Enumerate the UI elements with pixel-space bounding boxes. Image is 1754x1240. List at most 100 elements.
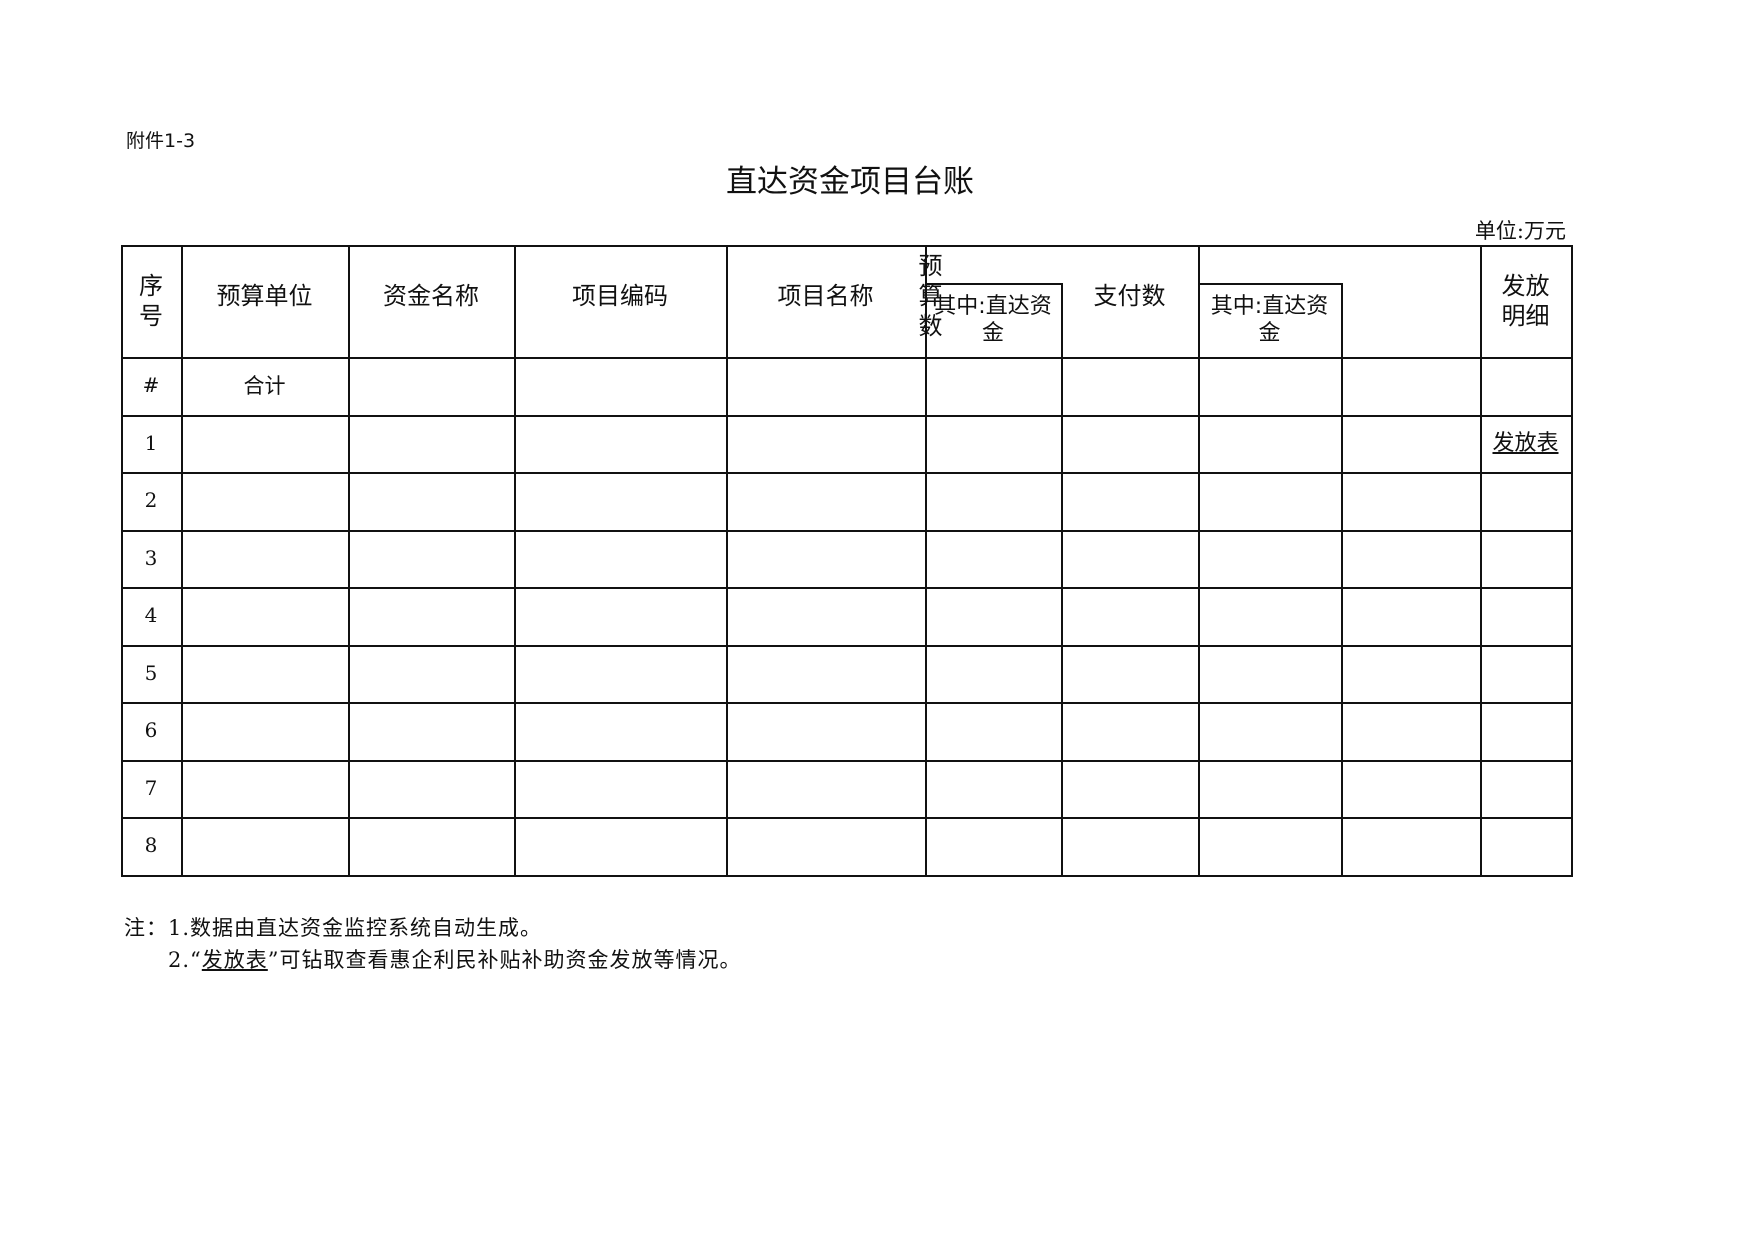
- table-cell: [1198, 760, 1341, 818]
- column-border: [514, 245, 516, 877]
- table-cell: [1341, 472, 1480, 530]
- table-cell: [1341, 415, 1480, 473]
- column-border: [121, 245, 123, 877]
- note-1-text: 1.数据由直达资金监控系统自动生成。: [168, 916, 543, 940]
- table-cell: [181, 760, 348, 818]
- table-cell: [181, 817, 348, 875]
- table-cell: [1061, 587, 1198, 645]
- table-cell: [1480, 472, 1571, 530]
- row-border: [121, 874, 1571, 877]
- table-cell: [348, 587, 514, 645]
- unit-label: 单位:万元: [1474, 219, 1566, 243]
- table-cell: [181, 587, 348, 645]
- table-cell: [181, 472, 348, 530]
- note-prefix: 注：: [124, 916, 168, 940]
- header-release-detail: 发放明细: [1501, 272, 1550, 330]
- table-cell: [1480, 702, 1571, 760]
- table-cell: [514, 530, 726, 588]
- header-project-code: 项目编码: [572, 282, 668, 310]
- table-cell: [348, 530, 514, 588]
- column-border: [925, 245, 927, 877]
- row-border: [121, 817, 1571, 819]
- table-cell: [1198, 817, 1341, 875]
- table-cell: [1198, 472, 1341, 530]
- table-cell: [348, 645, 514, 703]
- table-cell: [1341, 760, 1480, 818]
- table-cell: [1198, 645, 1341, 703]
- column-border: [181, 245, 183, 877]
- table-cell: [348, 415, 514, 473]
- row-border: [121, 472, 1571, 474]
- sub-header-border: [1198, 283, 1342, 285]
- table-cell: [1061, 760, 1198, 818]
- table-cell: [925, 760, 1061, 818]
- table-cell: [348, 472, 514, 530]
- column-border: [348, 245, 350, 877]
- table-cell: [1198, 587, 1341, 645]
- table-cell: [925, 702, 1061, 760]
- table-cell: [514, 817, 726, 875]
- note-2-text: ”可钻取查看惠企利民补贴补助资金发放等情况。: [267, 948, 742, 972]
- release-table-link-text: 发放表: [201, 948, 268, 972]
- table-cell: [1341, 702, 1480, 760]
- column-border: [1061, 283, 1063, 877]
- header-fund-name: 资金名称: [383, 282, 479, 310]
- column-border: [726, 245, 728, 877]
- table-cell: [514, 702, 726, 760]
- column-border: [1198, 245, 1200, 877]
- release-table-link[interactable]: 发放表: [1492, 430, 1559, 456]
- table-cell: [726, 817, 925, 875]
- header-seq: 序号: [139, 272, 163, 330]
- table-cell: [925, 587, 1061, 645]
- note-2-num: 2.: [168, 948, 191, 972]
- row-border: [121, 644, 1571, 647]
- sub-header-border: [925, 283, 1062, 285]
- table-cell: [181, 530, 348, 588]
- table-cell: [514, 472, 726, 530]
- table-cell: [726, 472, 925, 530]
- table-cell: [514, 645, 726, 703]
- table-cell: [726, 530, 925, 588]
- table-cell: [348, 760, 514, 818]
- table-cell: [1061, 817, 1198, 875]
- table-cell: [925, 645, 1061, 703]
- table-cell: [348, 817, 514, 875]
- table-top-border: [121, 245, 1571, 247]
- header-project-name: 项目名称: [777, 282, 874, 310]
- column-border: [1480, 245, 1482, 877]
- table-cell: [514, 760, 726, 818]
- table-cell: [1341, 817, 1480, 875]
- table-cell: [1341, 530, 1480, 588]
- table-cell: [1198, 530, 1341, 588]
- row-seq: 3: [144, 545, 158, 570]
- table-cell: [1341, 645, 1480, 703]
- quote-open: “: [190, 948, 202, 972]
- total-row-label: 合计: [243, 373, 286, 398]
- table-cell: [181, 415, 348, 473]
- note-1: 注：1.数据由直达资金监控系统自动生成。: [124, 912, 542, 942]
- table-cell: [925, 415, 1061, 473]
- table-cell: [1480, 760, 1571, 818]
- table-cell: [1480, 587, 1571, 645]
- table-cell: [1061, 415, 1198, 473]
- table-cell: [1198, 702, 1341, 760]
- table-cell: [1198, 415, 1341, 473]
- table-cell: [348, 702, 514, 760]
- note-2: 注：2.“发放表”可钻取查看惠企利民补贴补助资金发放等情况。: [124, 944, 742, 974]
- table-cell: [1480, 530, 1571, 588]
- table-cell: [514, 415, 726, 473]
- header-budget-direct: 其中:直达资金: [934, 293, 1052, 347]
- table-cell: [925, 472, 1061, 530]
- row-border: [121, 702, 1571, 704]
- row-seq: 7: [144, 775, 158, 800]
- table-cell: [1061, 530, 1198, 588]
- table-cell: [181, 702, 348, 760]
- row-seq: 6: [144, 718, 158, 743]
- row-seq: 2: [144, 488, 158, 513]
- row-seq: 5: [144, 660, 158, 685]
- table-cell: [1061, 702, 1198, 760]
- table-cell: [1480, 817, 1571, 875]
- row-seq: 4: [144, 603, 158, 628]
- column-border: [1571, 245, 1573, 877]
